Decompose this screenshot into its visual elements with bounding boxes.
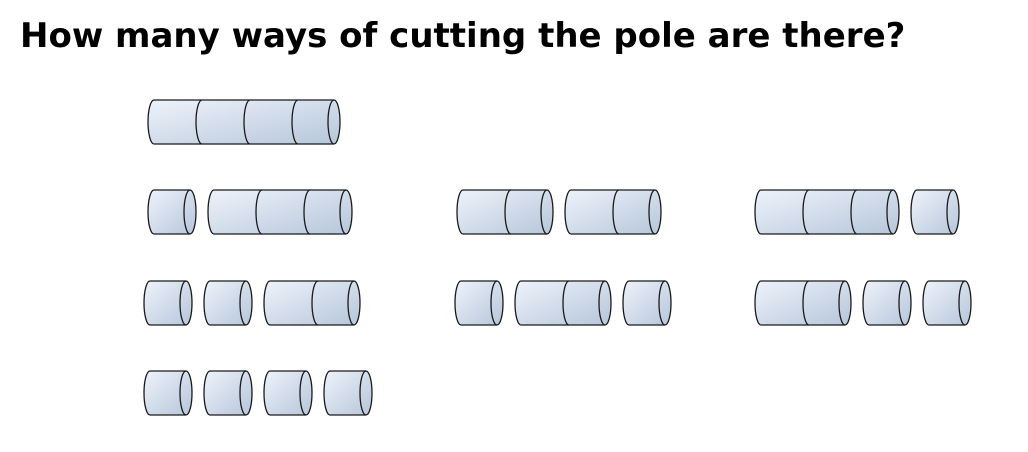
cutting-2-2 <box>456 189 662 235</box>
pole-segment-joint <box>802 280 810 326</box>
pole-end-face <box>490 280 498 326</box>
pole-piece <box>323 370 373 416</box>
pole-piece <box>207 189 353 235</box>
pole-segment-joint <box>504 189 512 235</box>
pole-end-face <box>838 280 846 326</box>
pole-piece <box>263 280 361 326</box>
pole-end-face <box>179 370 187 416</box>
pole-segment-joint <box>562 280 570 326</box>
pole-segment-joint <box>311 280 319 326</box>
pole-piece-body <box>207 189 353 235</box>
pole-piece <box>754 189 900 235</box>
pole-piece-body <box>147 189 197 235</box>
pole-piece <box>622 280 672 326</box>
pole-segment-joint <box>195 99 203 145</box>
pole-piece-body <box>263 370 313 416</box>
pole-piece <box>922 280 972 326</box>
pole-end-face <box>898 280 906 326</box>
pole-piece-body <box>622 280 672 326</box>
cutting-4 <box>147 99 341 145</box>
pole-piece-body <box>910 189 960 235</box>
page-title: How many ways of cutting the pole are th… <box>20 16 906 56</box>
pole-end-face <box>946 189 954 235</box>
pole-piece-body <box>323 370 373 416</box>
pole-end-face <box>598 280 606 326</box>
pole-piece-body <box>454 280 504 326</box>
pole-piece <box>143 280 193 326</box>
pole-segment-joint <box>850 189 858 235</box>
pole-segment-joint <box>291 99 299 145</box>
pole-end-face <box>648 189 656 235</box>
pole-piece <box>910 189 960 235</box>
cutting-1-3 <box>147 189 353 235</box>
pole-piece-body <box>862 280 912 326</box>
pole-piece-body <box>143 280 193 326</box>
pole-piece-body <box>203 280 253 326</box>
pole-end-face <box>359 370 367 416</box>
pole-segment-joint <box>255 189 263 235</box>
cutting-1-1-2 <box>143 280 361 326</box>
pole-piece <box>203 280 253 326</box>
pole-end-face <box>239 370 247 416</box>
pole-piece <box>862 280 912 326</box>
pole-segment-joint <box>243 99 251 145</box>
cuttings-layer <box>143 99 972 416</box>
pole-piece <box>514 280 612 326</box>
cutting-3-1 <box>754 189 960 235</box>
pole-piece <box>263 370 313 416</box>
pole-end-face <box>958 280 966 326</box>
pole-piece-body <box>143 370 193 416</box>
pole-segment-joint <box>612 189 620 235</box>
pole-end-face <box>886 189 894 235</box>
pole-piece-body <box>203 370 253 416</box>
pole-piece <box>754 280 852 326</box>
pole-end-face <box>347 280 355 326</box>
pole-piece-body <box>754 189 900 235</box>
pole-segment-joint <box>802 189 810 235</box>
cutting-1-2-1 <box>454 280 672 326</box>
pole-segment-joint <box>303 189 311 235</box>
pole-end-face <box>239 280 247 326</box>
pole-piece <box>456 189 554 235</box>
cutting-1-1-1-1 <box>143 370 373 416</box>
pole-piece <box>203 370 253 416</box>
pole-end-face <box>327 99 335 145</box>
pole-end-face <box>299 370 307 416</box>
pole-piece <box>564 189 662 235</box>
pole-piece <box>147 99 341 145</box>
pole-end-face <box>658 280 666 326</box>
pole-piece-body <box>922 280 972 326</box>
pole-end-face <box>183 189 191 235</box>
pole-piece <box>454 280 504 326</box>
pole-piece <box>147 189 197 235</box>
pole-end-face <box>179 280 187 326</box>
cutting-2-1-1 <box>754 280 972 326</box>
pole-end-face <box>339 189 347 235</box>
pole-piece <box>143 370 193 416</box>
pole-end-face <box>540 189 548 235</box>
